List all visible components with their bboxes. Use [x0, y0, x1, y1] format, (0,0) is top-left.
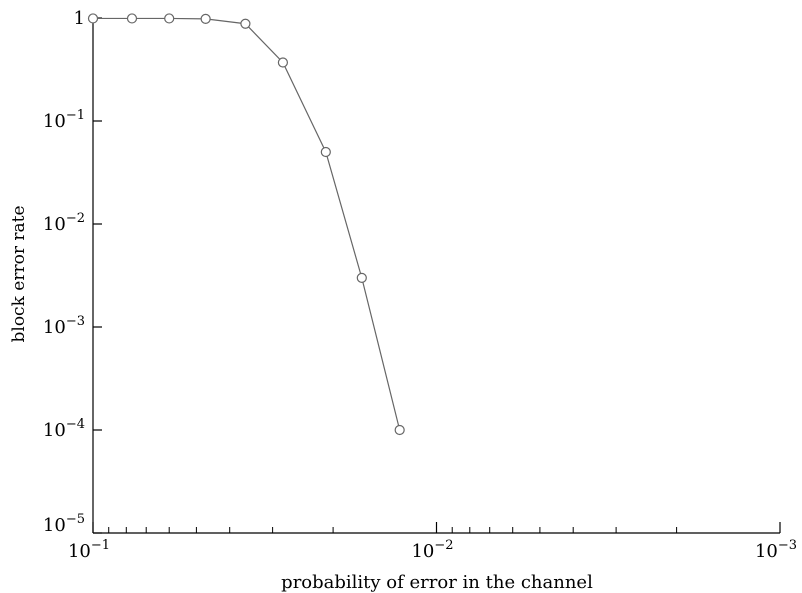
data-point-marker	[164, 13, 175, 24]
data-point-marker	[87, 13, 99, 24]
data-series	[87, 13, 405, 436]
data-point-marker	[320, 146, 331, 158]
axes	[92, 18, 780, 534]
data-point-marker	[240, 18, 251, 29]
x-tick-label: 10−1	[68, 538, 110, 562]
data-point-marker	[126, 13, 138, 24]
y-tick-label: 10−3	[43, 314, 85, 338]
y-axis-label: block error rate	[9, 205, 29, 342]
y-tick-label: 10−2	[43, 211, 85, 235]
data-point-marker	[394, 424, 405, 436]
y-tick-label: 10−5	[43, 512, 85, 536]
x-tick-label: 10−2	[411, 538, 453, 562]
data-point-marker	[277, 57, 289, 68]
data-point-marker	[200, 13, 211, 25]
data-point-marker	[356, 272, 367, 283]
x-tick-label: 10−3	[755, 538, 797, 562]
series-line	[93, 17, 401, 431]
x-axis-label: probability of error in the channel	[281, 572, 593, 593]
ticks: 10−1 10−2 10−3 1 10−1 10−2 10−3 10−4 10−5	[43, 8, 797, 562]
y-tick-label: 10−4	[43, 417, 85, 441]
y-tick-label: 1	[74, 8, 85, 29]
y-tick-label: 10−1	[43, 108, 85, 132]
